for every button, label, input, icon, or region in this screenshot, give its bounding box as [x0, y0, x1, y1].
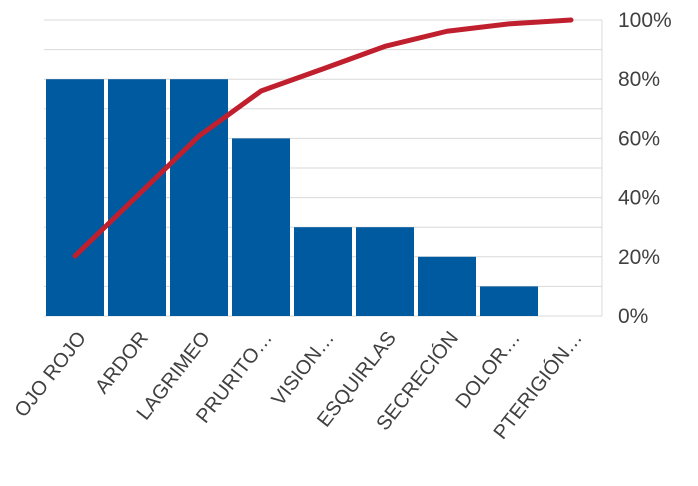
cumulative-point: [198, 135, 200, 137]
right-axis-tick-label: 0%: [618, 305, 648, 328]
cumulative-line: [72, 17, 574, 259]
bar: [294, 227, 352, 316]
category-labels: OJO ROJO ARDORLAGRIMEOPRURITO…VISION…ESQU…: [11, 327, 587, 444]
bar: [418, 256, 476, 316]
cumulative-point: [74, 255, 76, 257]
cumulative-point: [136, 195, 138, 197]
category-label: OJO ROJO: [11, 328, 91, 422]
right-axis-tick-label: 80%: [618, 68, 660, 91]
category-label: ARDOR: [91, 328, 153, 398]
right-axis-tick-label: 40%: [618, 187, 660, 210]
cumulative-point: [508, 23, 510, 25]
bar: [356, 227, 414, 316]
cumulative-point: [570, 19, 572, 21]
cumulative-point: [322, 68, 324, 70]
bar: [232, 138, 290, 316]
right-axis-tick-label: 100%: [618, 9, 672, 32]
cumulative-point: [260, 90, 262, 92]
bar: [480, 286, 538, 316]
bar: [46, 79, 104, 316]
cumulative-point: [446, 30, 448, 32]
right-axis-tick-label: 20%: [618, 246, 660, 269]
right-axis-tick-label: 60%: [618, 127, 660, 150]
right-axis-ticks: 0% 20% 40% 60% 80% 100%: [618, 9, 672, 328]
bar: [170, 79, 228, 316]
cumulative-point: [384, 45, 386, 47]
